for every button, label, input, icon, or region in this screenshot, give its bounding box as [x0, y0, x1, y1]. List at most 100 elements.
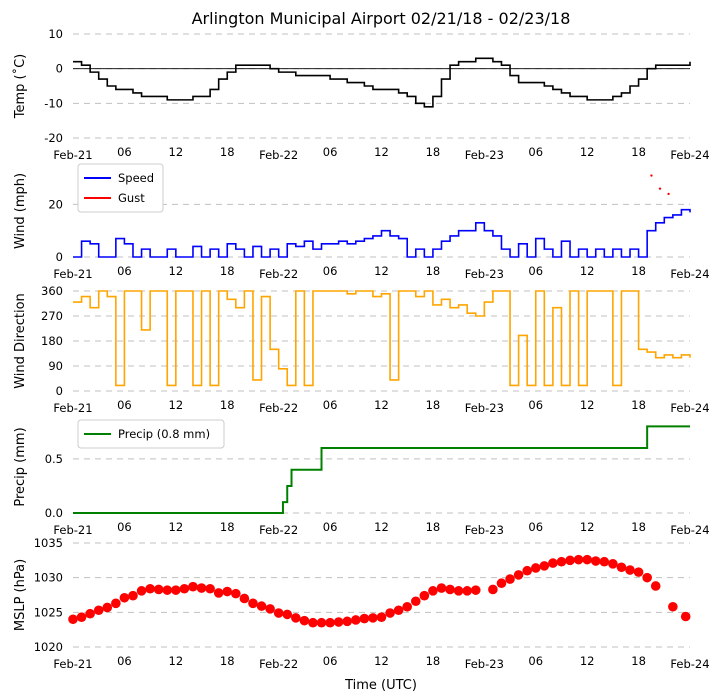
mslp-point	[445, 584, 455, 595]
mslp-point	[470, 585, 481, 595]
mslp-point	[342, 616, 353, 627]
y-tick-label: 0.5	[45, 452, 63, 466]
y-tick-label: 1025	[34, 605, 63, 619]
mslp-point	[522, 565, 532, 576]
mslp-point	[256, 601, 267, 611]
x-tick-label: 06	[117, 264, 132, 278]
y-axis-label: Wind (mph)	[13, 173, 28, 249]
x-tick-label: 18	[220, 264, 235, 278]
x-tick-label: 12	[169, 654, 184, 668]
legend-box	[77, 419, 225, 449]
x-tick-label: 18	[426, 654, 441, 668]
x-tick-label: 12	[374, 264, 389, 278]
mslp-point	[248, 598, 258, 609]
mslp-point	[556, 556, 567, 567]
x-tick-label: 12	[580, 520, 595, 534]
x-tick-label: 12	[580, 398, 595, 412]
mslp-point	[316, 617, 327, 628]
mslp-point	[402, 601, 413, 612]
x-tick-label: 18	[426, 520, 441, 534]
mslp-point	[205, 583, 215, 594]
x-tick-label: Feb-24	[670, 267, 709, 281]
y-tick-label: -10	[44, 96, 63, 110]
legend-label: Speed	[118, 171, 154, 185]
x-tick-label: Feb-23	[465, 267, 504, 281]
x-tick-label: 18	[220, 398, 235, 412]
mslp-point	[668, 601, 678, 612]
gust-point	[658, 187, 662, 190]
x-tick-label: 12	[374, 520, 389, 534]
mslp-point	[145, 583, 155, 594]
x-tick-label: Feb-21	[53, 657, 92, 671]
x-tick-label: 12	[374, 145, 389, 159]
x-tick-label: 06	[528, 654, 543, 668]
panel-wind: 0 20 Wind (mph) Feb-21 06 12 18 Feb-22 06 12 18 Feb…	[13, 163, 710, 281]
x-tick-label: Feb-22	[259, 401, 298, 415]
x-tick-label: Feb-23	[465, 657, 504, 671]
x-tick-label: Feb-22	[259, 148, 298, 162]
y-tick-label: 0	[56, 250, 63, 264]
x-tick-label: 18	[220, 145, 235, 159]
y-tick-label: 0.0	[45, 506, 63, 520]
mslp-point	[76, 612, 87, 622]
x-tick-label: 06	[323, 654, 338, 668]
x-tick-label: Feb-24	[670, 148, 709, 162]
mslp-point	[359, 613, 370, 624]
mslp-point	[513, 570, 524, 580]
mslp-point	[410, 596, 421, 607]
x-tick-label: Feb-21	[53, 523, 92, 537]
mslp-point	[128, 590, 138, 601]
y-axis-label: Precip (mm)	[13, 427, 28, 506]
mslp-point	[102, 602, 113, 613]
mslp-point	[291, 613, 301, 623]
x-tick-label: Feb-21	[53, 401, 92, 415]
mslp-point	[393, 605, 404, 616]
x-tick-label: 18	[426, 145, 441, 159]
panel-direction: 0 90 180 270 360 Wind Direction Feb-21 06 12 18 Fe…	[13, 284, 710, 415]
series-line-precip-0-8-mm-	[73, 425, 690, 514]
mslp-point	[453, 586, 464, 596]
x-tick-label: 06	[117, 654, 132, 668]
mslp-point	[282, 609, 293, 620]
mslp-point	[162, 585, 173, 595]
mslp-point	[136, 586, 147, 596]
x-tick-label: 06	[117, 398, 132, 412]
y-tick-label: 360	[41, 284, 63, 298]
mslp-point	[368, 613, 378, 623]
x-tick-label: 12	[169, 264, 184, 278]
mslp-point	[590, 556, 601, 566]
x-tick-label: Feb-21	[53, 267, 92, 281]
x-tick-label: 12	[580, 145, 595, 159]
mslp-point	[582, 554, 592, 565]
x-tick-label: 18	[426, 398, 441, 412]
x-tick-label: 06	[323, 398, 338, 412]
legend-label: Gust	[118, 191, 145, 205]
x-tick-label: Feb-24	[670, 657, 709, 671]
x-tick-label: 18	[220, 520, 235, 534]
x-tick-label: Feb-23	[465, 523, 504, 537]
mslp-point	[213, 588, 224, 598]
x-tick-label: 12	[169, 398, 184, 412]
x-tick-label: 12	[169, 145, 184, 159]
mslp-point	[530, 563, 541, 573]
panel-mslp: 1020 1025 1030 1035 MSLP (hPa) Feb-21 06 12 18 Fe…	[13, 536, 710, 671]
mslp-point	[333, 617, 344, 627]
y-tick-label: 20	[48, 197, 63, 211]
x-tick-label: 18	[631, 398, 646, 412]
mslp-point	[385, 608, 395, 618]
y-axis-label: Temp (˚C)	[12, 54, 28, 120]
mslp-point	[633, 567, 644, 577]
panel-temp: -20 -10 0 10 Temp (˚C) Feb-21 06 12 18 Feb-22 06 12…	[12, 27, 710, 162]
x-tick-label: Feb-24	[670, 523, 709, 537]
x-tick-label: 12	[580, 264, 595, 278]
x-tick-label: Feb-22	[259, 523, 298, 537]
legend-box	[77, 163, 164, 213]
mslp-point	[428, 586, 438, 596]
mslp-point	[548, 558, 558, 568]
mslp-point	[231, 588, 241, 599]
series-line-speed	[73, 208, 691, 258]
mslp-point	[111, 598, 121, 609]
mslp-point	[325, 617, 335, 628]
x-tick-label: 18	[631, 264, 646, 278]
mslp-point	[599, 556, 610, 567]
